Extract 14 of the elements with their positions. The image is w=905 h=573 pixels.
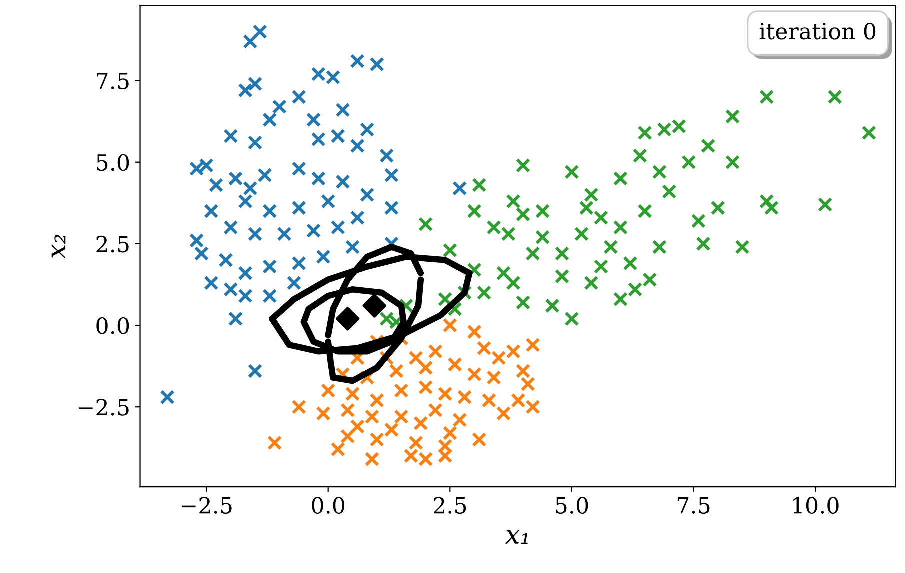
y-axis-title: x₂: [52, 234, 66, 260]
y-tick-label: 0.0: [96, 317, 130, 334]
y-tick-label: 5.0: [97, 154, 130, 172]
x-tick-label: 5.0: [556, 497, 588, 514]
x-axis-title: x₁: [505, 530, 528, 544]
x-tick-label: 10.0: [794, 497, 839, 514]
annotation: iteration 0: [760, 22, 876, 40]
x-tick-label: 2.5: [434, 497, 466, 514]
x-tick-label: 7.5: [678, 497, 710, 514]
x-tick-label: 0.0: [312, 497, 345, 514]
x-tick-label: −2.5: [182, 497, 232, 514]
y-tick-label: 7.5: [97, 73, 129, 90]
y-tick-label: −2.5: [78, 399, 129, 416]
y-tick-label: 2.5: [96, 236, 129, 253]
